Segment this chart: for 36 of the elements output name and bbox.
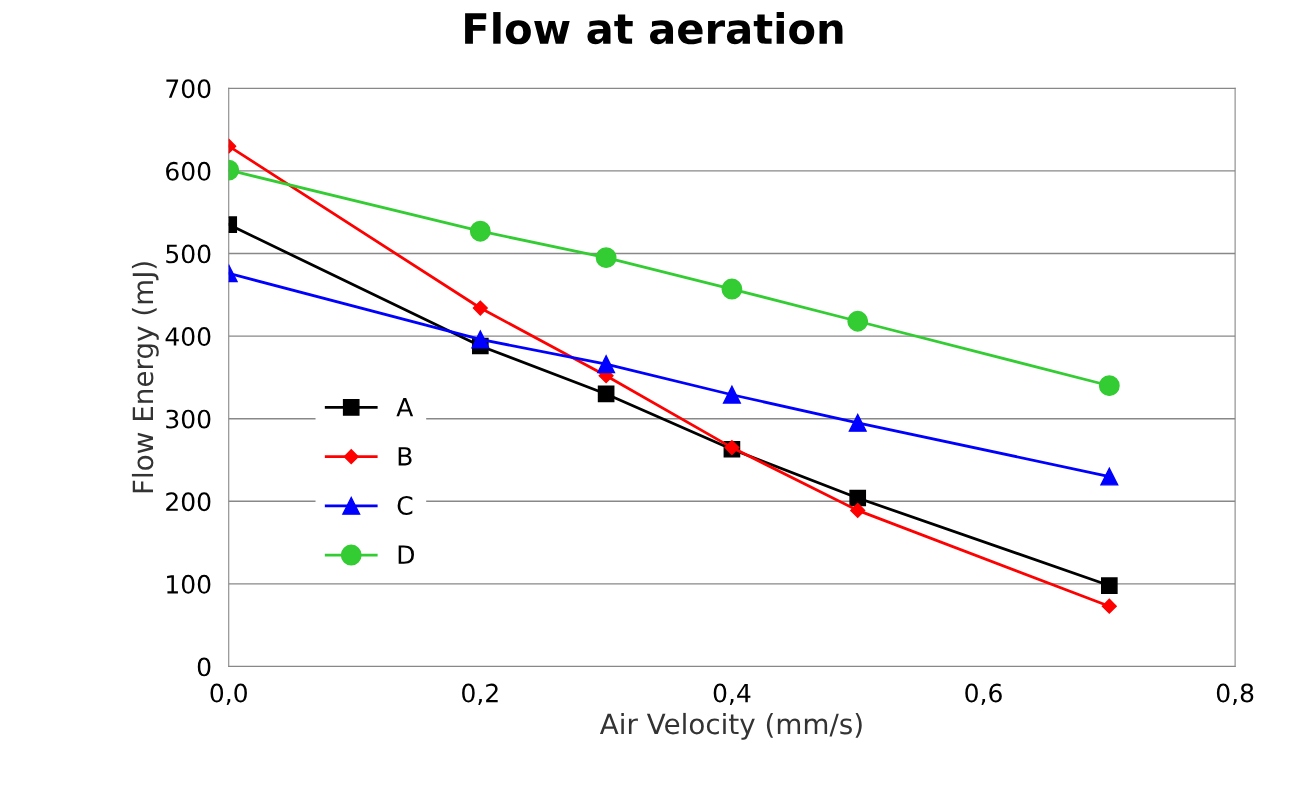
point [597,355,616,374]
point [721,278,743,300]
point [469,220,491,242]
x-tick-label: 0,4 [713,683,751,706]
point [847,310,869,332]
point [472,300,488,316]
legend-label: B [398,447,412,466]
y-tick-label: 600 [166,161,211,181]
point [1101,598,1117,614]
point [722,385,741,404]
y-tick-label: 0 [197,657,211,677]
y-tick-label: 700 [166,79,211,99]
y-axis-title: Flow Energy (mJ) [131,262,159,493]
point [1098,375,1120,397]
point [595,247,617,269]
y-tick-label: 100 [167,574,211,594]
point [850,502,866,518]
x-tick-label: 0,8 [1216,683,1254,706]
point [848,413,867,432]
point [471,330,490,349]
chart-title: Flow at aeration [465,12,843,45]
x-tick-label: 0,2 [462,683,498,706]
point [849,489,867,507]
y-tick-label: 400 [165,327,211,346]
legend-label: C [397,496,413,515]
point [1100,577,1118,594]
y-tick-label: 500 [166,244,211,264]
point [1100,467,1119,486]
y-tick-label: 300 [166,409,211,429]
point [597,385,615,403]
x-tick-label: 0,6 [965,683,1002,706]
x-axis-title: Air Velocity (mm/s) [599,712,862,740]
x-tick-label: 0,0 [210,683,247,706]
y-tick-label: 200 [166,492,211,512]
legend-label: D [398,545,414,564]
legend-label: A [396,397,414,417]
